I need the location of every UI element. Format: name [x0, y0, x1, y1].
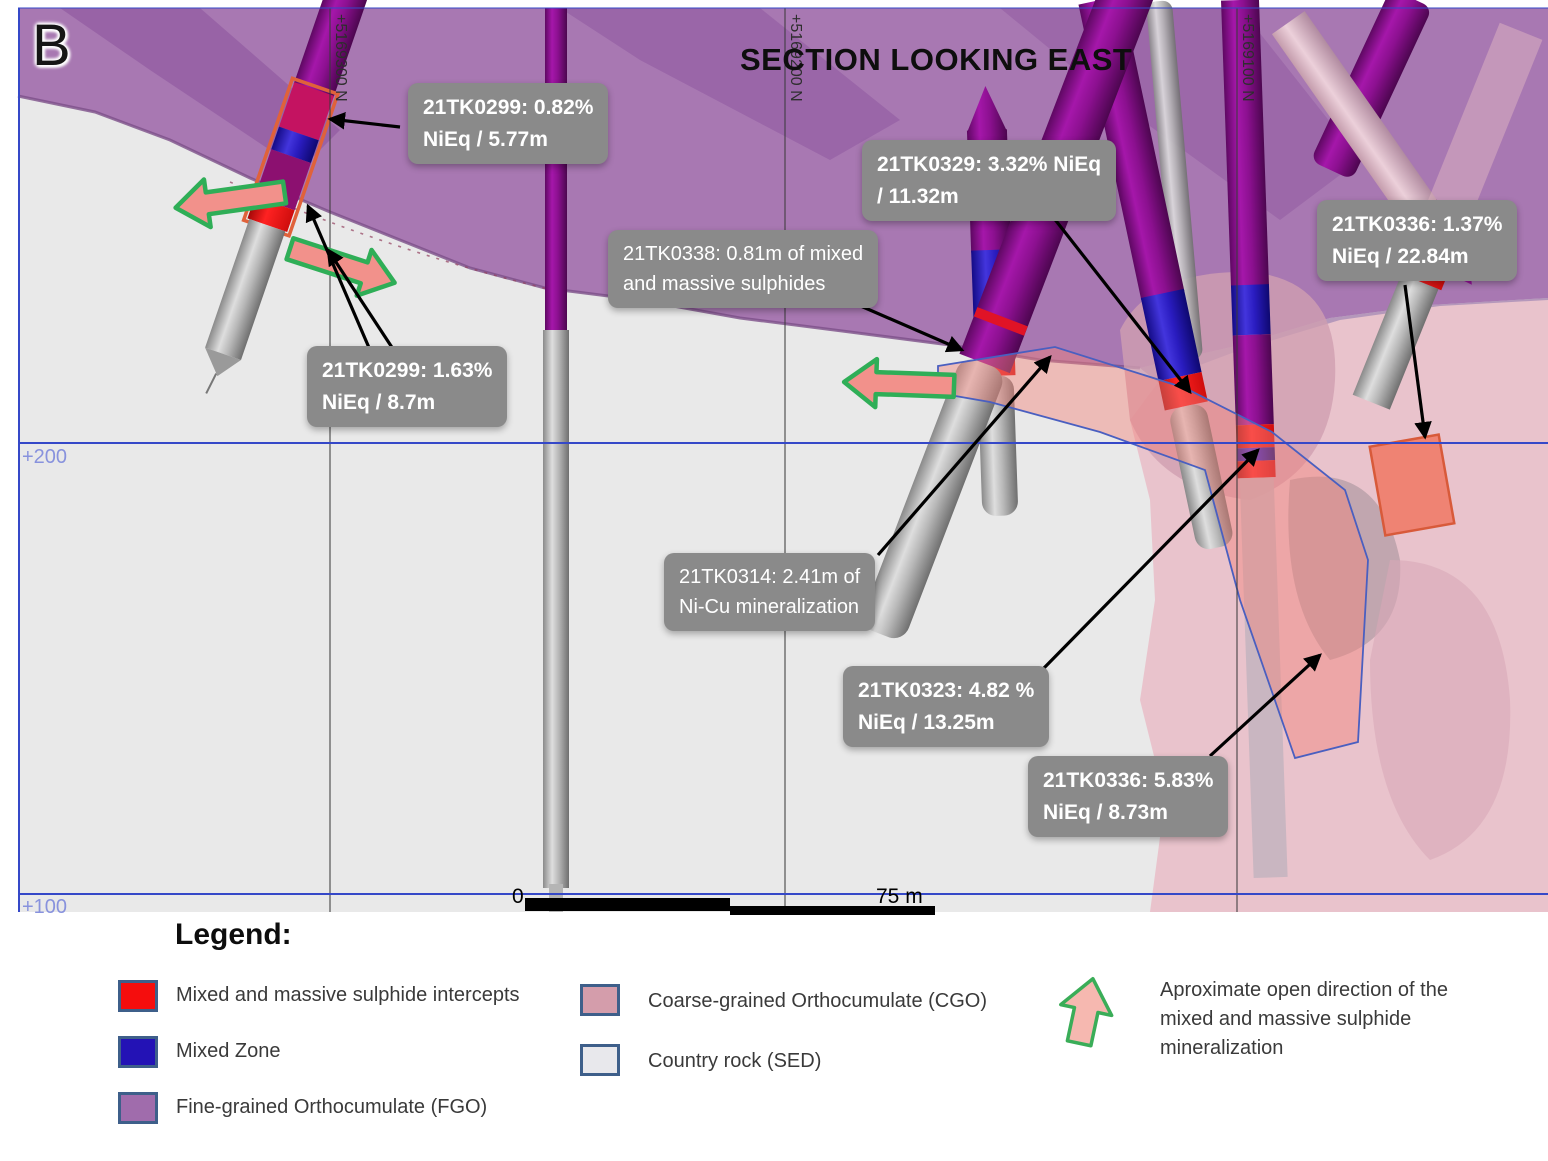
legend-label-fgo: Fine-grained Orthocumulate (FGO) [176, 1096, 488, 1118]
callout-line: Ni-Cu mineralization [679, 596, 860, 618]
open-direction-arrow-middle [841, 356, 957, 410]
open-direction-arrow-left-upper [173, 177, 289, 230]
callout-line: 21TK0329: 3.32% NiEq [877, 153, 1102, 176]
northing-label-2: +5169200 N [787, 14, 804, 102]
callout-21tk0299-lower: 21TK0299: 1.63% NiEq / 8.7m [307, 346, 508, 427]
elevation-lines [18, 7, 1548, 912]
callout-line: and massive sulphides [623, 273, 826, 295]
fgo-boundary [17, 94, 1141, 370]
legend-label-sulphide: Mixed and massive sulphide intercepts [176, 984, 520, 1006]
panel-label: B [32, 13, 71, 78]
northing-label-3: +5169100 N [1239, 14, 1256, 102]
callout-line: 21TK0323: 4.82 % [858, 679, 1035, 702]
northing-label-1: +5169300 N [332, 14, 349, 102]
callout-line: NiEq / 5.77m [423, 127, 548, 151]
legend-label-sed: Country rock (SED) [648, 1050, 822, 1072]
callout-line: 21TK0336: 5.83% [1043, 769, 1214, 792]
callout-line: 21TK0314: 2.41m of [679, 566, 861, 588]
callout-line: NiEq / 13.25m [858, 710, 995, 734]
callout-21tk0323: 21TK0323: 4.82 % NiEq / 13.25m [843, 666, 1050, 747]
fgo-shade [60, 8, 340, 170]
callout-line: / 11.32m [877, 184, 959, 208]
legend-swatch-sulphide [118, 980, 158, 1012]
cross-section-drawing: 0 75 m +5169300 N +5169200 N +51691 [17, 0, 1548, 915]
cgo-blob [1370, 560, 1511, 860]
callout-21tk0329: 21TK0329: 3.32% NiEq / 11.32m [862, 140, 1117, 221]
callout-line: NiEq / 22.84m [1332, 244, 1469, 268]
projected-intercept-rect [1368, 433, 1456, 537]
fgo-shade [560, 8, 900, 160]
legend-swatch-mixed-zone [118, 1036, 158, 1068]
callout-line: 21TK0338: 0.81m of mixed [623, 243, 864, 265]
open-direction-arrow-icon [1056, 974, 1126, 1059]
dashed-contact-line [229, 181, 566, 294]
annotation-arrows [305, 111, 1432, 758]
scale-zero-label: 0 [512, 885, 524, 908]
open-direction-label: Aproximate open direction of the mixed a… [1160, 979, 1448, 1059]
scale-end-label: 75 m [876, 885, 923, 908]
callout-21tk0336-lower: 21TK0336: 5.83% NiEq / 8.73m [1028, 756, 1229, 837]
legend-swatch-fgo [118, 1092, 158, 1124]
callout-21tk0299-upper: 21TK0299: 0.82% NiEq / 5.77m [408, 83, 609, 164]
elevation-label-200: +200 [22, 446, 67, 468]
legend-swatch-cgo [580, 984, 620, 1016]
elevation-label-100: +100 [22, 896, 67, 915]
legend-heading: Legend: [175, 918, 292, 951]
legend-label-mixed-zone: Mixed Zone [176, 1040, 281, 1062]
legend-swatch-sed [580, 1044, 620, 1076]
callout-line: NiEq / 8.7m [322, 390, 436, 414]
callout-line: 21TK0336: 1.37% [1332, 213, 1503, 236]
northing-grid-lines [329, 8, 1238, 912]
callout-line: 21TK0299: 1.63% [322, 359, 493, 382]
legend-label-cgo: Coarse-grained Orthocumulate (CGO) [648, 990, 988, 1012]
drill-hole-thin-gray [1146, 0, 1203, 361]
callout-21tk0336-upper: 21TK0336: 1.37% NiEq / 22.84m [1317, 200, 1518, 281]
cgo-blob-gray [1288, 476, 1401, 660]
callout-21tk0314: 21TK0314: 2.41m of Ni-Cu mineralization [664, 553, 876, 631]
callout-line: NiEq / 8.73m [1043, 800, 1168, 824]
section-title: SECTION LOOKING EAST [740, 42, 1133, 77]
scale-bar: 0 75 m [512, 885, 935, 915]
callout-line: 21TK0299: 0.82% [423, 96, 594, 119]
callout-21tk0338: 21TK0338: 0.81m of mixed and massive sul… [608, 230, 879, 308]
drill-hole-right-long [1221, 0, 1288, 879]
